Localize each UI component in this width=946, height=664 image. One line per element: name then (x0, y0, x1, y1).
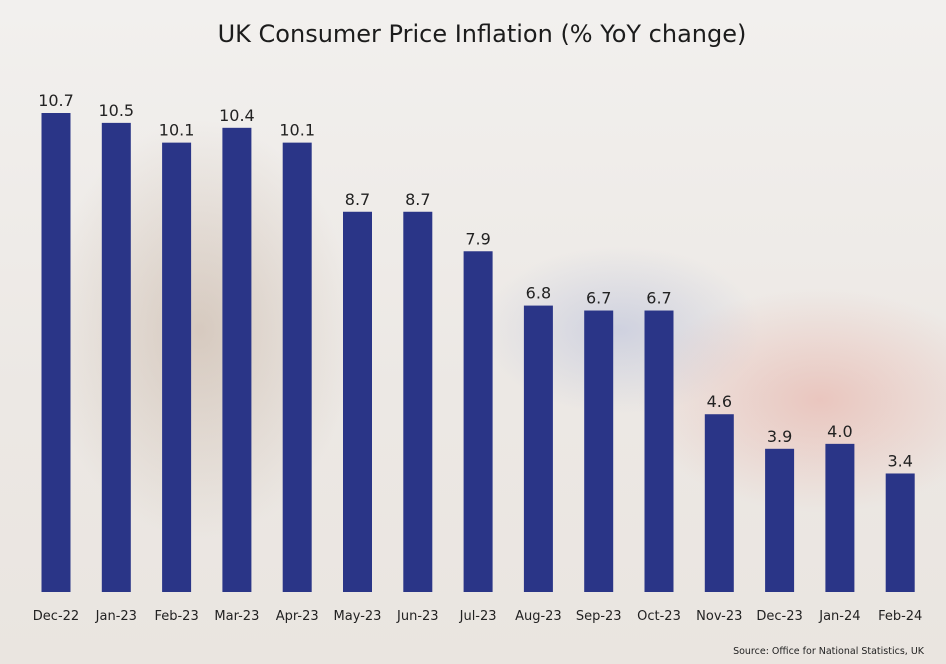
data-label: 7.9 (465, 229, 490, 248)
data-label: 10.1 (159, 121, 195, 140)
data-label: 3.9 (767, 427, 792, 446)
bar-apr-23 (282, 142, 312, 593)
data-label: 6.7 (586, 289, 611, 308)
source-note: Source: Office for National Statistics, … (733, 646, 925, 657)
bar-aug-23 (523, 305, 553, 592)
x-tick-label: Sep-23 (576, 609, 622, 624)
x-tick-label: Jun-23 (396, 609, 439, 624)
bar-nov-23 (704, 414, 734, 592)
data-label: 10.5 (98, 101, 134, 120)
x-tick-label: Dec-22 (33, 609, 79, 624)
x-tick-label: Jul-23 (459, 609, 497, 624)
data-label: 4.6 (707, 392, 732, 411)
bar-jul-23 (463, 251, 493, 592)
bar-mar-23 (222, 127, 252, 593)
x-tick-label: Aug-23 (515, 609, 562, 624)
data-label: 10.1 (279, 121, 315, 140)
x-tick-label: Jan-24 (818, 609, 860, 624)
x-tick-label: Apr-23 (276, 609, 319, 624)
bar-may-23 (343, 211, 372, 593)
bar-jun-23 (403, 211, 433, 593)
bar-jan-23 (101, 122, 131, 593)
x-tick-label: Feb-23 (154, 609, 198, 624)
x-tick-label: Dec-23 (756, 609, 802, 624)
x-tick-label: Mar-23 (214, 609, 259, 624)
x-tick-label: May-23 (334, 609, 382, 624)
bar-jan-24 (825, 443, 855, 592)
chart-title: UK Consumer Price Inflation (% YoY chang… (218, 20, 747, 48)
data-label: 10.7 (38, 91, 74, 110)
data-label: 8.7 (405, 190, 430, 209)
x-tick-label: Feb-24 (878, 609, 922, 624)
data-label: 10.4 (219, 106, 255, 125)
data-label: 3.4 (887, 451, 912, 470)
data-label: 8.7 (345, 190, 370, 209)
data-label: 6.7 (646, 289, 671, 308)
bar-sep-23 (584, 310, 614, 592)
bar-oct-23 (644, 310, 674, 592)
data-label: 4.0 (827, 422, 852, 441)
x-tick-label: Nov-23 (696, 609, 742, 624)
bar-feb-23 (162, 142, 192, 593)
bar-dec-22 (41, 113, 71, 592)
bar-dec-23 (765, 448, 795, 592)
data-label: 6.8 (526, 284, 551, 303)
bar-feb-24 (885, 473, 915, 592)
x-tick-label: Oct-23 (637, 609, 681, 624)
x-tick-label: Jan-23 (95, 609, 137, 624)
